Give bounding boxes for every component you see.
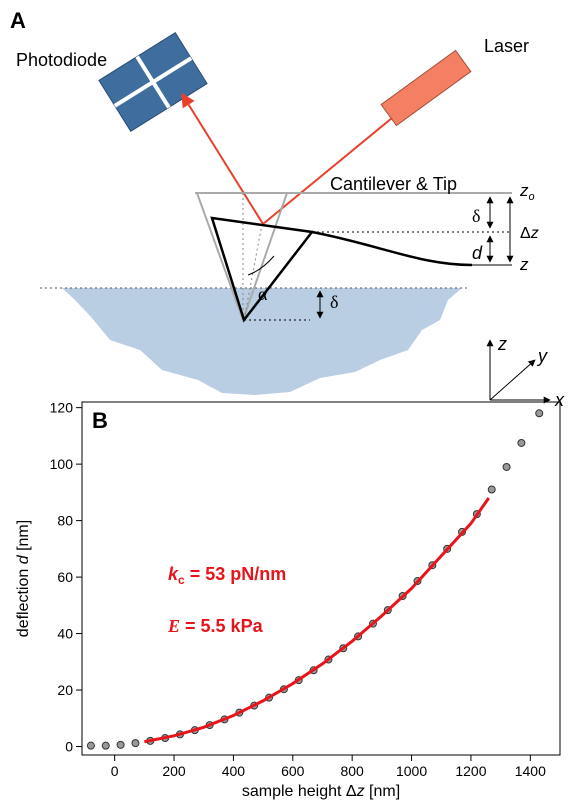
y-tick-label: 100 (50, 456, 74, 472)
d-label: d (472, 243, 483, 263)
z0-label: zo (519, 181, 535, 203)
delta-sample: δ (330, 292, 338, 312)
y-tick-label: 40 (57, 626, 73, 642)
sub: o (529, 191, 535, 203)
data-point (116, 740, 125, 749)
y-tick-label: 120 (50, 400, 74, 416)
delta-label: δ (472, 206, 480, 226)
fit-line (144, 497, 490, 744)
annotation: E = 5.5 kPa (167, 616, 264, 636)
data-point (101, 741, 110, 750)
photodiode (98, 32, 208, 132)
label-var: z (356, 783, 365, 800)
delta: Δ (520, 225, 531, 242)
laser (380, 49, 472, 127)
axis-z-label: z (497, 334, 507, 354)
data-point (502, 462, 511, 471)
var: z (519, 181, 529, 200)
laser-beam (262, 117, 393, 225)
text: = 5.5 kPa (180, 616, 264, 636)
var: z (530, 225, 539, 242)
label-text: [nm] (15, 520, 32, 556)
label-text: [nm] (365, 783, 401, 800)
panel-label: B (92, 408, 108, 433)
x-tick-label: 1200 (455, 763, 486, 779)
panel-a: A Photodiode Laser α δ d Δz zo z Can (10, 8, 565, 410)
label-var: d (15, 554, 32, 564)
plot-frame (81, 401, 561, 756)
data-point (86, 741, 95, 750)
dz-label: Δz (520, 225, 539, 242)
tip-rest (195, 192, 289, 323)
x-axis-label: sample height Δz [nm] (242, 783, 400, 800)
z-label: z (519, 255, 529, 274)
panel-label: A (10, 8, 26, 33)
tip (210, 216, 315, 323)
label-text: sample height Δ (242, 783, 357, 800)
x-tick-label: 400 (222, 763, 246, 779)
y-tick-label: 80 (57, 513, 73, 529)
y-tick-label: 0 (65, 739, 73, 755)
data-point (517, 438, 526, 447)
sample (62, 288, 462, 395)
axis-x-label: x (554, 390, 565, 410)
x-tick-label: 200 (162, 763, 186, 779)
photodiode-label: Photodiode (16, 50, 107, 70)
axis-y (489, 359, 536, 401)
data-point (487, 485, 496, 494)
alpha: α (258, 284, 268, 304)
y-tick-label: 60 (57, 569, 73, 585)
y-axis-label: deflection d [nm] (15, 520, 32, 637)
cantilever (311, 230, 473, 267)
annotation: kc = 53 pN/nm (168, 564, 286, 587)
x-tick-label: 1400 (515, 763, 546, 779)
x-tick-label: 800 (340, 763, 364, 779)
sub: c (178, 573, 185, 587)
x-tick-label: 600 (281, 763, 305, 779)
reflected-beam (181, 92, 264, 225)
axis-dotted (243, 223, 263, 321)
axis-y-label: y (536, 346, 548, 366)
x-tick-label: 1000 (396, 763, 427, 779)
data-point (535, 409, 544, 418)
cantilever-label: Cantilever & Tip (330, 174, 457, 194)
label-text: deflection (15, 564, 32, 637)
angle-arc (247, 255, 275, 276)
text: = 53 pN/nm (185, 564, 287, 584)
y-tick-label: 20 (57, 682, 73, 698)
data-point (131, 739, 140, 748)
symbol: E (167, 616, 180, 636)
symbol: k (168, 564, 179, 584)
laser-label: Laser (484, 36, 529, 56)
x-tick-label: 0 (111, 763, 119, 779)
